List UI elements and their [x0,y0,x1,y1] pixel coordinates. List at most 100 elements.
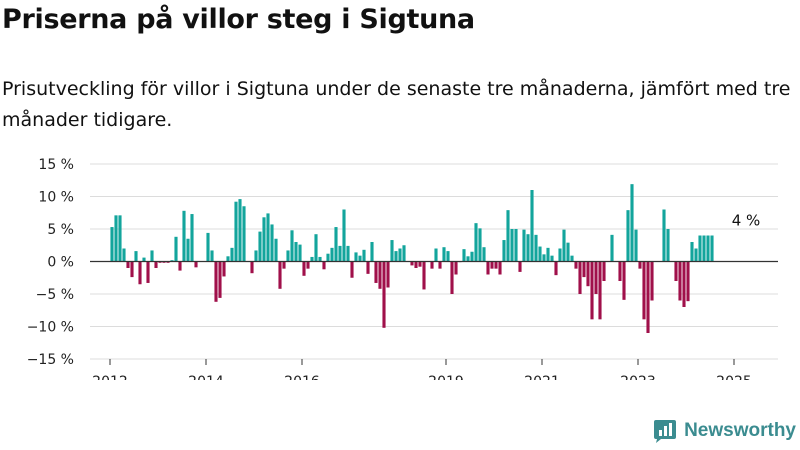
bar [702,235,706,262]
bar [682,261,686,307]
bar [598,261,602,320]
x-tick-label: 2014 [188,374,224,380]
bar [466,256,470,262]
x-tick-label: 2023 [620,374,656,380]
bar [242,206,246,262]
bar [650,261,654,301]
bar [298,244,302,262]
bar [262,217,266,262]
bar [150,250,154,262]
bar [430,261,434,269]
bar [678,261,682,301]
bar [326,253,330,262]
bar [234,201,238,262]
bar [138,261,142,285]
bar [694,248,698,262]
bar [638,261,642,269]
bar [698,235,702,262]
bar [302,261,306,276]
bar [306,261,310,269]
y-tick-label: 5 % [47,222,74,238]
bar [446,251,450,262]
bar [494,261,498,269]
bar [562,229,566,262]
bar [254,250,258,262]
x-axis-ticks: 2012 2014 2016 2019 2021 2023 2025 [92,359,752,380]
y-tick-label: −15 % [27,352,74,368]
bar [142,257,146,262]
bar [182,210,186,262]
bar [490,261,494,269]
bar [530,190,534,262]
bar [634,229,638,262]
bar [378,261,382,289]
bar [538,246,542,262]
bar [690,242,694,262]
brand-name: Newsworthy [684,420,796,441]
bar [566,242,570,262]
y-tick-label: −10 % [27,320,74,336]
bar [618,261,622,281]
bar [542,254,546,262]
bar [418,261,422,267]
bar [334,227,338,262]
bar [294,242,298,262]
bar [454,261,458,275]
bar [238,199,242,262]
bar [578,261,582,294]
bar [434,248,438,262]
bar [710,235,714,262]
grid-lines [90,163,778,360]
bars [110,184,714,333]
bar [390,240,394,262]
bar [186,238,190,262]
bar [362,249,366,262]
bar [194,261,198,268]
bar [674,261,678,281]
x-tick-label: 2025 [716,374,752,380]
bar [270,224,274,262]
bar [582,261,586,278]
bar [590,261,594,320]
bar [174,236,178,262]
bar [522,229,526,262]
bar [282,261,286,269]
bar [346,245,350,262]
bar [146,261,150,283]
bar [422,261,426,290]
bar [374,261,378,283]
bar [470,251,474,262]
bar [218,261,222,298]
bar [394,251,398,262]
bar [130,261,134,278]
price-change-bar-chart: 15 %10 %5 %0 %−5 %−10 %−15 % 20122014201… [27,157,778,380]
bar [474,223,478,262]
bar [274,238,278,262]
bar [342,209,346,262]
bar [482,247,486,262]
newsworthy-logo-icon [654,420,677,443]
bar [442,247,446,262]
bar [558,248,562,262]
bar [686,261,690,302]
bar [438,261,442,269]
bar [646,261,650,333]
bar [266,213,270,262]
bar [330,247,334,262]
bar [630,184,634,262]
bar [574,261,578,269]
bar [358,255,362,262]
bar [554,261,558,276]
bar [534,234,538,262]
bar [110,227,114,262]
bar [278,261,282,289]
chart-subtitle: Prisutveckling för villor i Sigtuna unde… [2,78,791,131]
bar [126,261,130,268]
bar [586,261,590,287]
x-tick-label: 2021 [524,374,560,380]
bar [510,229,514,262]
bar [118,215,122,262]
y-tick-label: 10 % [38,190,74,206]
bar [546,247,550,262]
bar [230,247,234,262]
